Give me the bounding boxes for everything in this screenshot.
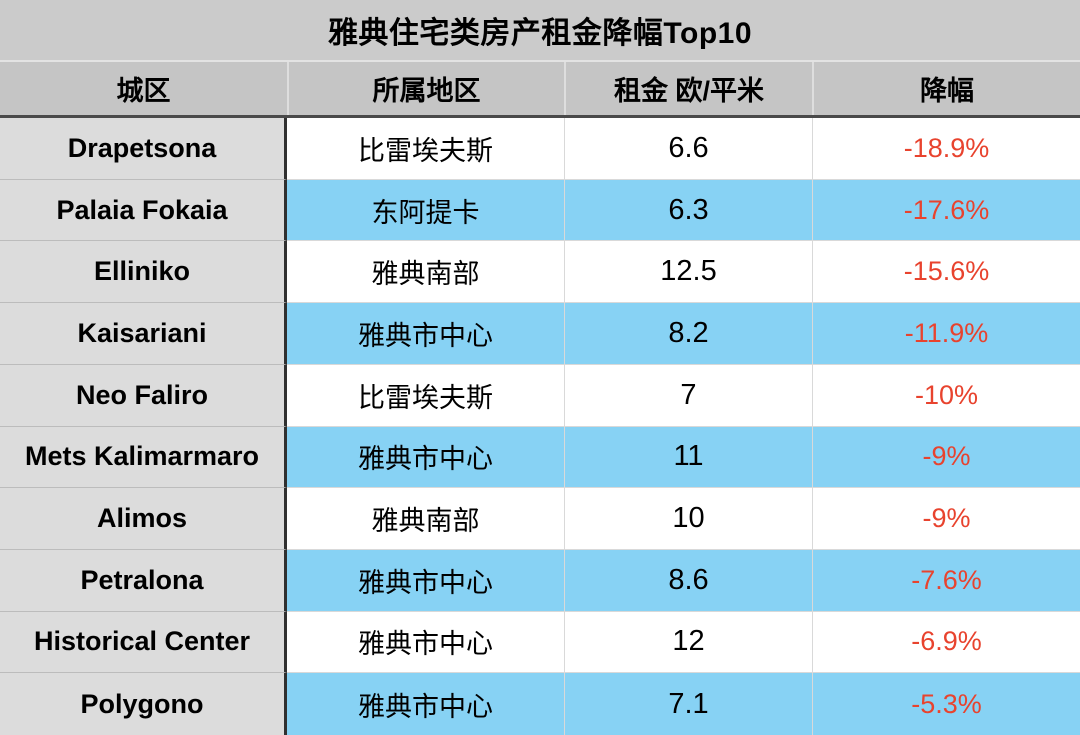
header-cell-region: 所属地区 [287,62,564,115]
cell-district: Polygono [0,673,287,735]
table-row: Mets Kalimarmaro 雅典市中心 11 -9% [0,426,1080,489]
cell-district: Neo Faliro [0,364,287,427]
cell-drop: -5.3% [812,673,1080,735]
cell-rent: 8.6 [564,549,812,612]
cell-region: 雅典市中心 [287,611,564,674]
cell-region: 比雷埃夫斯 [287,118,564,180]
table-row: Neo Faliro 比雷埃夫斯 7 -10% [0,364,1080,427]
cell-district: Elliniko [0,241,287,304]
header-cell-drop: 降幅 [812,62,1080,115]
cell-drop: -10% [812,364,1080,427]
cell-drop: -7.6% [812,549,1080,612]
cell-district: Mets Kalimarmaro [0,426,287,489]
cell-region: 雅典市中心 [287,673,564,735]
cell-region: 雅典市中心 [287,303,564,365]
cell-rent: 8.2 [564,303,812,365]
cell-drop: -15.6% [812,241,1080,304]
cell-region: 雅典南部 [287,241,564,304]
table-title: 雅典住宅类房产租金降幅Top10 [0,0,1080,62]
cell-region: 雅典市中心 [287,426,564,489]
cell-region: 雅典市中心 [287,549,564,612]
header-cell-rent: 租金 欧/平米 [564,62,812,115]
table-row: Drapetsona 比雷埃夫斯 6.6 -18.9% [0,118,1080,180]
header-cell-district: 城区 [116,76,171,106]
table-row: Polygono 雅典市中心 7.1 -5.3% [0,673,1080,735]
table-title-text: 雅典住宅类房产租金降幅Top10 [327,17,753,50]
cell-rent: 10 [564,488,812,550]
cell-drop: -9% [812,488,1080,550]
cell-drop: -17.6% [812,179,1080,242]
cell-rent: 11 [564,426,812,489]
table-row: Elliniko 雅典南部 12.5 -15.6% [0,241,1080,304]
table-row: Historical Center 雅典市中心 12 -6.9% [0,611,1080,674]
cell-rent: 12.5 [564,241,812,304]
cell-district: Historical Center [0,611,287,674]
cell-region: 东阿提卡 [287,179,564,242]
cell-rent: 6.3 [564,179,812,242]
table-body: Drapetsona 比雷埃夫斯 6.6 -18.9% Palaia Fokai… [0,118,1080,735]
cell-rent: 7 [564,364,812,427]
cell-district: Kaisariani [0,303,287,365]
table-row: Petralona 雅典市中心 8.6 -7.6% [0,549,1080,612]
table-row: Alimos 雅典南部 10 -9% [0,488,1080,550]
table-row: Palaia Fokaia 东阿提卡 6.3 -17.6% [0,179,1080,242]
cell-rent: 7.1 [564,673,812,735]
table-row: Kaisariani 雅典市中心 8.2 -11.9% [0,303,1080,365]
table-header-row: 城区 所属地区 租金 欧/平米 降幅 [0,62,1080,118]
cell-drop: -18.9% [812,118,1080,180]
cell-district: Drapetsona [0,118,287,180]
cell-drop: -11.9% [812,303,1080,365]
cell-rent: 6.6 [564,118,812,180]
cell-drop: -9% [812,426,1080,489]
cell-district: Palaia Fokaia [0,179,287,242]
cell-rent: 12 [564,611,812,674]
cell-district: Alimos [0,488,287,550]
cell-drop: -6.9% [812,611,1080,674]
cell-region: 雅典南部 [287,488,564,550]
cell-district: Petralona [0,549,287,612]
cell-region: 比雷埃夫斯 [287,364,564,427]
